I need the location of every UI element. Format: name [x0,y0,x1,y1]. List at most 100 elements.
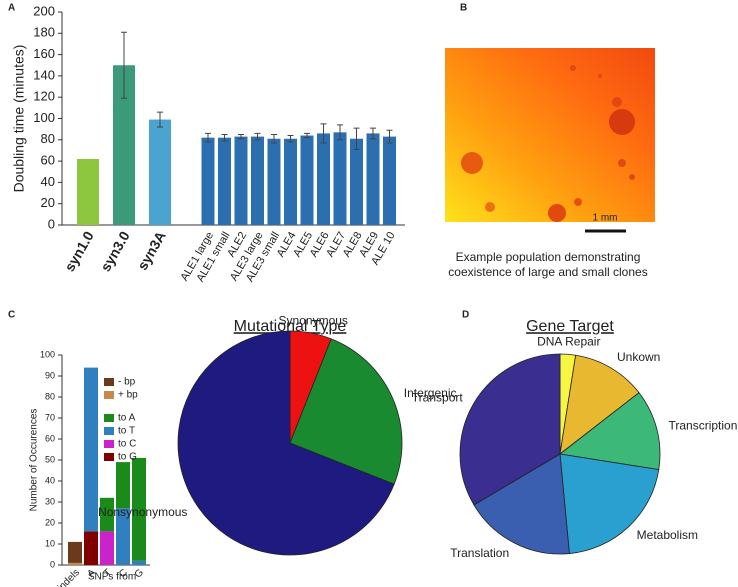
bar-segment [84,531,98,565]
scale-bar-label: 1 mm [593,213,618,224]
error-bar [121,31,127,99]
legend-swatch [104,414,114,422]
pie-slice [177,330,395,556]
bar [317,133,330,225]
panel-label: A [8,3,15,14]
panel-label: D [462,310,469,321]
bar [383,136,396,225]
y-tick-label: 120 [33,89,55,104]
bar-segment [132,560,146,565]
error-bar [304,132,310,139]
y-tick-label: 0 [48,216,55,231]
legend-swatch [104,453,114,461]
legend-label: to G [118,452,137,463]
bar [366,133,380,225]
pie-slice [559,453,660,554]
legend-label: - bp [118,377,136,388]
pie-slice [559,392,661,471]
slice-label: Translation [450,546,509,560]
error-bar [271,133,277,144]
photo [445,48,655,233]
y-tick-label: 80 [41,131,55,146]
legend-swatch [104,440,114,448]
bar [284,138,297,225]
error-bar [386,129,393,144]
legend-swatch [104,378,114,386]
slice-label: Synonymous [279,313,348,327]
slice-label: Nonsynonymous [98,505,187,519]
legend-label: to C [118,439,136,450]
legend-label: + bp [118,390,138,401]
bar [218,137,231,225]
y-tick-label: 40 [41,174,55,189]
y-tick-label: 140 [33,67,55,82]
error-bar [157,111,163,128]
y-tick-label: 50 [45,454,55,464]
bar-segment [132,457,146,561]
y-tick-label: 180 [33,25,55,40]
bar [77,158,99,225]
slice-label: DNA Repair [537,335,600,349]
legend-swatch [104,391,114,399]
pie-slice [459,353,561,506]
y-tick-label: 160 [33,46,55,61]
y-tick-label: 70 [45,412,55,422]
error-bar [205,132,211,143]
x-tick-label: indels [56,567,82,587]
bar [234,136,248,225]
y-tick-label: 60 [45,433,55,443]
bar [149,119,171,225]
y-tick-label: 40 [45,475,55,485]
pie-slice [289,338,403,485]
error-bar [370,127,376,140]
error-bar [254,132,261,141]
slice-label: Transport [412,391,464,405]
pie-slice [559,354,640,455]
x-tick-label: syn3.0 [97,228,133,274]
caption: Example population demonstrating [456,250,641,264]
error-bar [287,135,294,143]
slice-label: Metabolism [637,528,698,542]
panel-label: B [460,3,467,14]
y-tick-label: 80 [45,391,55,401]
x-tick-label: syn3A [134,228,169,272]
bar-segment [116,508,130,565]
bar [300,135,314,225]
slice-label: Intergenic [404,386,457,400]
error-bar [238,133,244,140]
panel-label: C [8,310,15,321]
y-tick-label: 200 [33,3,55,18]
x-tick-label: syn1.0 [61,228,97,274]
bar [113,65,135,225]
bar-segment [68,541,82,563]
legend-label: to T [118,426,135,437]
error-bar [337,124,343,141]
y-tick-label: 20 [45,517,55,527]
error-bar [353,127,360,150]
legend-swatch [104,427,114,435]
bar [201,137,215,225]
pie-slice [473,453,570,555]
y-tick-label: 90 [45,370,55,380]
bar-segment [100,531,114,565]
bar-segment [100,497,114,532]
pie-title: Mutational Type [234,318,347,335]
y-tick-label: 60 [41,153,55,168]
y-axis-label: Doubling time (minutes) [11,45,27,193]
y-tick-label: 20 [41,195,55,210]
y-tick-label: 30 [45,496,55,506]
caption: coexistence of large and small clones [448,265,647,279]
bar-segment [116,462,130,509]
legend-label: to A [118,413,136,424]
x-axis-label: SNPs from [88,572,136,583]
slice-label: Unkown [617,350,660,364]
y-tick-label: 100 [40,349,55,359]
bar [267,138,281,225]
y-tick-label: 100 [33,110,55,125]
y-axis-label: Number of Occurences [29,409,40,512]
error-bar [320,123,327,144]
y-tick-label: 0 [50,559,55,569]
bar [350,138,363,225]
